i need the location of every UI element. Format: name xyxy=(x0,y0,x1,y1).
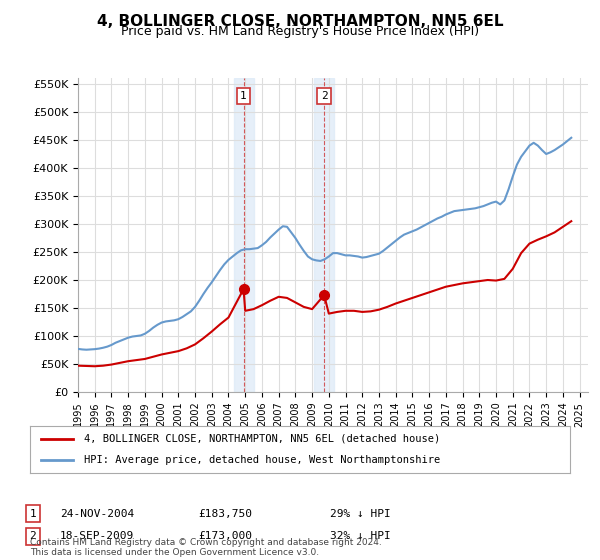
Text: 18-SEP-2009: 18-SEP-2009 xyxy=(60,531,134,542)
Text: 32% ↓ HPI: 32% ↓ HPI xyxy=(330,531,391,542)
Text: 2: 2 xyxy=(321,91,328,101)
Text: 4, BOLLINGER CLOSE, NORTHAMPTON, NN5 6EL (detached house): 4, BOLLINGER CLOSE, NORTHAMPTON, NN5 6EL… xyxy=(84,434,440,444)
Bar xyxy=(314,78,334,392)
Text: £183,750: £183,750 xyxy=(198,508,252,519)
Text: 4, BOLLINGER CLOSE, NORTHAMPTON, NN5 6EL: 4, BOLLINGER CLOSE, NORTHAMPTON, NN5 6EL xyxy=(97,14,503,29)
Text: HPI: Average price, detached house, West Northamptonshire: HPI: Average price, detached house, West… xyxy=(84,455,440,465)
Text: £173,000: £173,000 xyxy=(198,531,252,542)
Text: 1: 1 xyxy=(29,508,37,519)
Text: 24-NOV-2004: 24-NOV-2004 xyxy=(60,508,134,519)
Text: Price paid vs. HM Land Registry's House Price Index (HPI): Price paid vs. HM Land Registry's House … xyxy=(121,25,479,38)
Text: Contains HM Land Registry data © Crown copyright and database right 2024.
This d: Contains HM Land Registry data © Crown c… xyxy=(30,538,382,557)
Bar xyxy=(233,78,254,392)
Text: 29% ↓ HPI: 29% ↓ HPI xyxy=(330,508,391,519)
Text: 2: 2 xyxy=(29,531,37,542)
Text: 1: 1 xyxy=(240,91,247,101)
